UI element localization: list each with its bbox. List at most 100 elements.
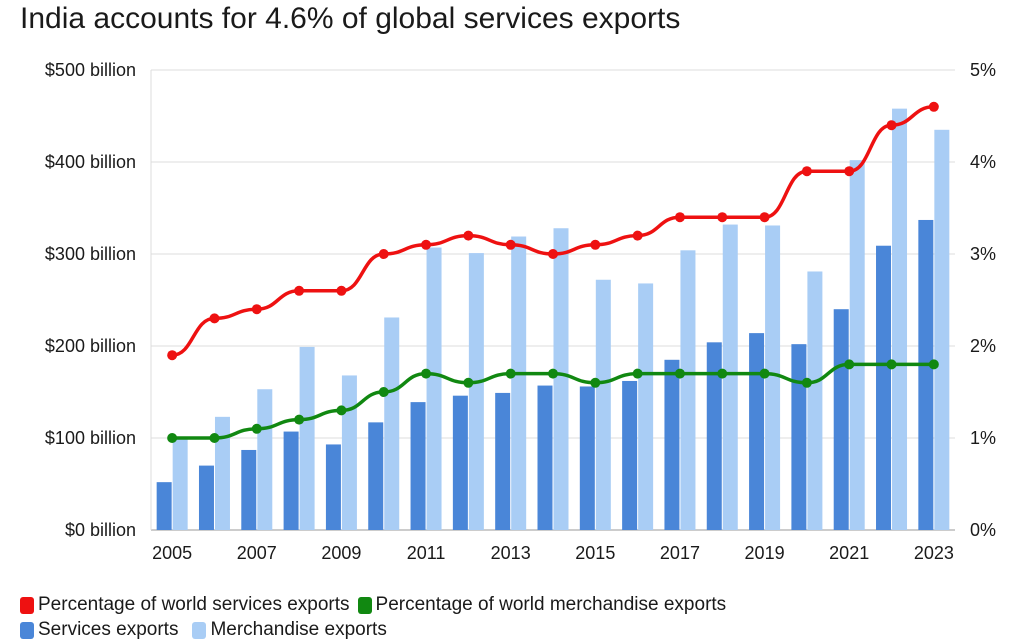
point-merchandise-pct [886, 359, 897, 370]
point-services-pct [674, 212, 685, 223]
legend-label-services-exports: Services exports [38, 619, 179, 640]
point-merchandise-pct [548, 368, 558, 379]
bar-services-exports [325, 444, 341, 530]
bar-merchandise-exports [553, 228, 569, 531]
bar-services-exports [876, 245, 892, 530]
point-merchandise-pct [463, 377, 474, 388]
bar-merchandise-exports [172, 438, 188, 530]
bar-merchandise-exports [341, 375, 357, 530]
bar-services-exports [579, 386, 595, 530]
bar-merchandise-exports [468, 253, 484, 530]
legend-label-merchandise-pct: Percentage of world merchandise exports [375, 594, 727, 615]
point-services-pct [209, 313, 220, 324]
point-merchandise-pct [167, 433, 178, 443]
bar-merchandise-exports [214, 416, 230, 530]
point-merchandise-pct [294, 414, 305, 425]
point-merchandise-pct [421, 368, 432, 379]
point-merchandise-pct [801, 377, 812, 388]
bar-services-exports [452, 395, 468, 530]
point-services-pct [336, 285, 347, 296]
bar-services-exports [749, 333, 765, 530]
y-left-tick-label: $400 billion [45, 152, 136, 172]
x-tick-label: 2021 [829, 543, 869, 563]
x-tick-label: 2007 [237, 543, 277, 563]
bar-services-exports [495, 392, 511, 530]
point-services-pct [548, 249, 558, 259]
legend-item-merchandise-pct: Percentage of world merchandise exports [357, 594, 727, 616]
bar-services-exports [156, 482, 172, 530]
point-services-pct [378, 249, 389, 259]
point-services-pct [251, 304, 262, 315]
point-merchandise-pct [844, 359, 855, 370]
point-merchandise-pct [674, 368, 685, 379]
bar-merchandise-exports [765, 225, 781, 531]
x-tick-label: 2011 [407, 543, 446, 563]
x-tick-label: 2019 [745, 543, 785, 563]
point-services-pct [463, 230, 474, 241]
point-services-pct [294, 285, 305, 296]
legend-swatch-services-pct [20, 596, 34, 614]
bar-merchandise-exports [934, 129, 950, 531]
point-services-pct [590, 239, 601, 250]
x-tick-label: 2015 [575, 543, 615, 563]
bar-services-exports [537, 385, 553, 530]
bar-services-exports [368, 422, 384, 530]
bar-merchandise-exports [807, 271, 823, 530]
y-left-tick-label: $500 billion [45, 60, 136, 80]
legend-item-merchandise-exports: Merchandise exports [192, 619, 387, 641]
y-right-tick-label: 0% [970, 520, 996, 540]
point-merchandise-pct [251, 423, 262, 434]
bar-services-exports [706, 342, 722, 530]
bar-merchandise-exports [511, 236, 527, 530]
point-services-pct [632, 230, 643, 241]
point-merchandise-pct [336, 405, 347, 416]
bar-merchandise-exports [384, 317, 400, 530]
legend-item-services-exports: Services exports [20, 619, 178, 641]
bar-merchandise-exports [892, 108, 908, 530]
bar-merchandise-exports [257, 389, 273, 530]
chart-title: India accounts for 4.6% of global servic… [20, 2, 681, 35]
bar-merchandise-exports [638, 283, 654, 530]
chart-plot: $0 billion 0% $100 billion 1% $200 billion 2%… [45, 60, 996, 563]
bar-merchandise-exports [849, 160, 865, 530]
y-left-tick-label: $0 billion [65, 520, 136, 540]
legend-item-services-pct: Percentage of world services exports [20, 594, 350, 616]
y-right-tick-label: 1% [970, 428, 996, 448]
point-merchandise-pct [759, 368, 770, 379]
bar-services-exports [833, 309, 849, 530]
bar-services-exports [791, 344, 807, 530]
point-merchandise-pct [209, 433, 220, 443]
legend-swatch-services-exports [20, 621, 34, 639]
point-services-pct [505, 239, 516, 250]
bar-merchandise-exports [426, 247, 442, 530]
point-services-pct [167, 350, 178, 361]
bar-services-exports [918, 219, 934, 530]
bar-services-exports [241, 449, 257, 530]
y-right-tick-label: 3% [970, 244, 996, 264]
point-merchandise-pct [928, 359, 939, 370]
legend-label-services-pct: Percentage of world services exports [38, 594, 350, 615]
y-left-tick-label: $200 billion [45, 336, 136, 356]
point-merchandise-pct [590, 377, 601, 388]
point-merchandise-pct [632, 368, 643, 379]
x-tick-label: 2023 [914, 543, 954, 563]
point-merchandise-pct [378, 387, 389, 397]
y-left-tick-label: $300 billion [45, 244, 136, 264]
y-right-tick-label: 2% [970, 336, 996, 356]
y-right-tick-label: 4% [970, 152, 996, 172]
legend-label-merchandise-exports: Merchandise exports [210, 619, 387, 640]
point-services-pct [801, 166, 812, 177]
x-tick-label: 2017 [660, 543, 700, 563]
bar-merchandise-exports [722, 224, 738, 530]
bar-services-exports [622, 380, 638, 530]
point-services-pct [928, 101, 939, 112]
bar-services-exports [664, 359, 680, 530]
legend-row-2: Services exports Merchandise exports [20, 619, 395, 641]
y-right-tick-label: 5% [970, 60, 996, 80]
point-services-pct [759, 212, 770, 223]
legend-swatch-merchandise-pct [357, 596, 372, 614]
point-services-pct [844, 166, 855, 177]
bar-services-exports [283, 431, 299, 530]
point-services-pct [421, 239, 432, 250]
x-tick-label: 2013 [491, 543, 531, 563]
